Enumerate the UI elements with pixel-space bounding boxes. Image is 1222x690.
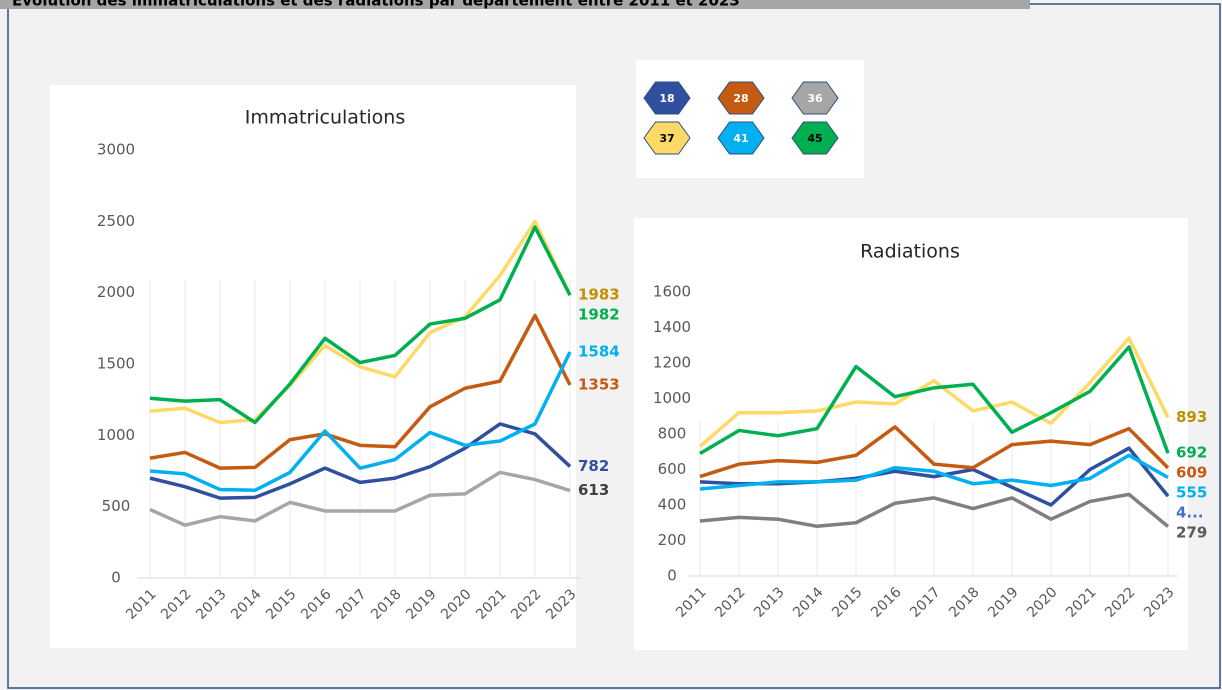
y-tick-label: 0 [667,567,677,585]
legend-label: 36 [807,92,823,105]
y-tick-label: 2500 [97,212,135,230]
data-label: 1983 [578,286,620,304]
data-label: 1584 [578,343,620,361]
legend-label: 45 [807,132,822,145]
series-line [149,470,571,527]
chart-panel [634,218,1188,650]
y-tick-label: 1500 [97,355,135,373]
series-line [149,219,572,425]
data-label: 613 [578,481,609,499]
legend-label: 41 [733,132,748,145]
series-line [699,345,1170,456]
data-label: 893 [1176,408,1207,426]
y-tick-label: 1200 [653,354,691,372]
y-tick-label: 1400 [653,318,691,336]
series-line [149,351,572,493]
y-tick-label: 200 [658,531,687,549]
legend-marker [643,81,691,115]
series-line [698,336,1170,448]
legend-panel [636,60,864,178]
data-label: 1353 [578,375,620,393]
data-label: 4... [1176,504,1204,522]
legend-marker [717,81,765,115]
y-tick-label: 0 [111,569,121,587]
data-label: 1982 [578,306,620,324]
series-line [149,422,572,500]
series-line [149,225,572,425]
y-tick-label: 500 [102,497,131,515]
y-tick-label: 400 [658,496,687,514]
legend-marker [643,121,691,155]
y-tick-label: 600 [658,460,687,478]
data-label: 609 [1176,464,1207,482]
y-tick-label: 3000 [97,141,135,159]
page-title: Évolution des immatriculations et des ra… [12,0,740,10]
chart-panel [50,85,576,648]
y-tick-label: 1600 [653,283,691,301]
legend-marker [791,81,839,115]
chart-title: Immatriculations [245,107,406,129]
y-tick-label: 2000 [97,283,135,301]
data-label: 555 [1176,484,1207,502]
y-tick-label: 800 [658,425,687,443]
series-line [149,313,572,470]
series-line [699,453,1169,491]
series-line [699,446,1170,507]
title-bar [0,0,1030,9]
legend-marker [717,121,765,155]
data-label: 279 [1176,524,1207,542]
data-label: 782 [578,457,609,475]
series-line [699,425,1170,479]
data-label: 692 [1176,444,1207,462]
legend-label: 18 [659,92,674,105]
legend-label: 28 [733,92,748,105]
y-tick-label: 1000 [97,426,135,444]
chart-title: Radiations [860,241,960,263]
y-tick-label: 1000 [653,389,691,407]
legend-label: 37 [659,132,674,145]
series-line [699,492,1170,529]
legend-marker [791,121,839,155]
